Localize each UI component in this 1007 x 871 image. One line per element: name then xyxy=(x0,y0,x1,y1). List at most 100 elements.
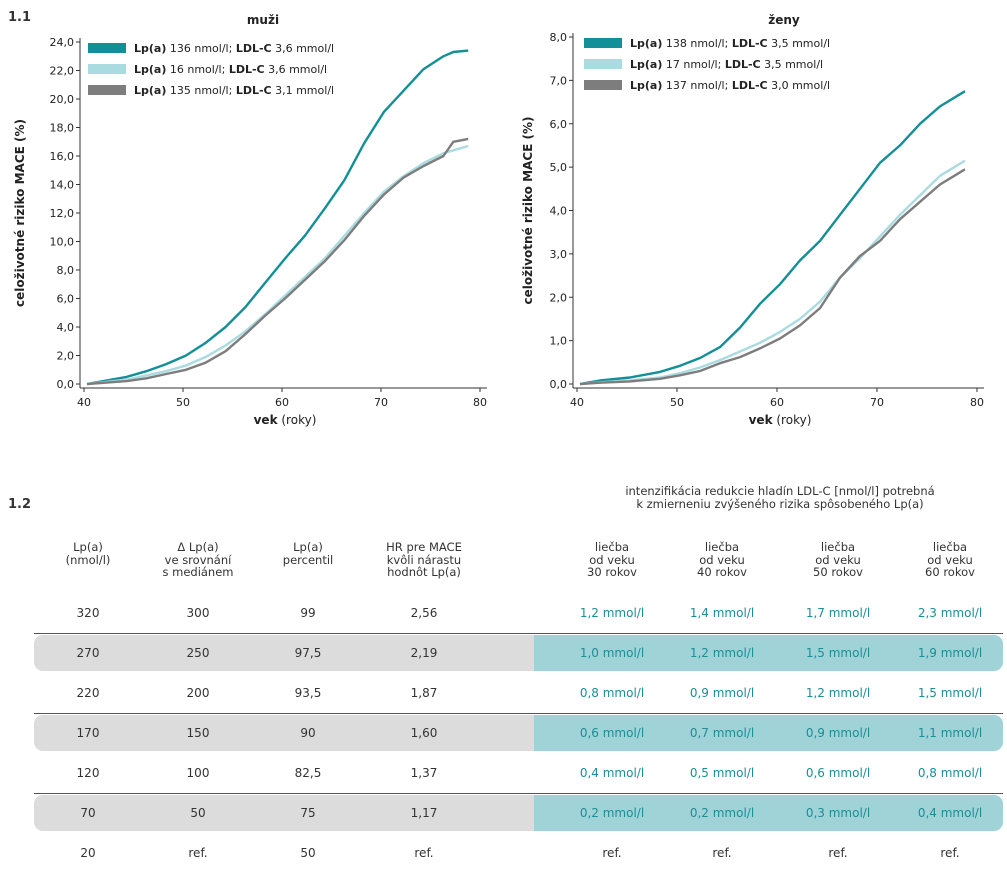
header-line: Δ Lp(a) xyxy=(177,540,219,554)
table-cell: 150 xyxy=(186,726,210,740)
x-tick-label: 40 xyxy=(77,396,91,409)
chart-men: muži 0,0 2,0 4,0 6,0 8,0 10,0 12,0 14,0 16,0 18,0 2… xyxy=(13,13,487,427)
y-tick-label: 4,0 xyxy=(57,321,75,334)
legend-swatch xyxy=(584,59,622,69)
table-caption-line1: intenzifikácia redukcie hladín LDL-C [nm… xyxy=(625,484,935,498)
header-line: od veku xyxy=(589,552,635,567)
chart-title: ženy xyxy=(768,13,800,27)
row-divider xyxy=(34,713,1003,714)
table-cell: 20 xyxy=(80,846,96,860)
table-cell: 1,7 mmol/l xyxy=(805,606,871,620)
table-row: 120 100 82,5 1,37 0,4 mmol/l 0,5 mmol/l 0,6 mm… xyxy=(0,755,1007,791)
series-line-1 xyxy=(579,90,966,386)
legend-entry: Lp(a) 16 nmol/l; LDL-C 3,6 mmol/l xyxy=(134,63,327,76)
legend-swatch xyxy=(584,38,622,48)
table-cell: 0,8 mmol/l xyxy=(917,766,983,780)
table-cell: 0,9 mmol/l xyxy=(689,686,755,700)
table-cell: 270 xyxy=(76,646,100,660)
header-line: Lp(a) xyxy=(293,540,323,554)
y-tick-label: 12,0 xyxy=(50,207,75,220)
header-line: liečba xyxy=(932,540,968,554)
header-line: hodnôt Lp(a) xyxy=(387,565,461,579)
legend-swatch xyxy=(88,85,126,95)
y-tick-label: 20,0 xyxy=(50,93,75,106)
table-cell: 0,4 mmol/l xyxy=(579,766,645,780)
series-line-3 xyxy=(579,168,966,386)
legend-entry: Lp(a) 138 nmol/l; LDL-C 3,5 mmol/l xyxy=(630,37,830,50)
table-row: 70 50 75 1,17 0,2 mmol/l 0,2 mmol/l 0,3 mmol/l… xyxy=(0,795,1007,831)
y-tick-label: 1,0 xyxy=(550,335,568,348)
table-cell: 1,0 mmol/l xyxy=(579,646,645,660)
table-cell: 0,8 mmol/l xyxy=(579,686,645,700)
table-cell: 50 xyxy=(190,806,206,820)
legend-swatch xyxy=(88,43,126,53)
series-line-1 xyxy=(86,49,469,386)
table-cell: 250 xyxy=(186,646,210,660)
table-column-header: liečba od veku 60 rokov xyxy=(890,541,1007,579)
table-cell: 93,5 xyxy=(294,686,322,700)
figure-label-1-1: 1.1 xyxy=(8,10,32,25)
table-cell: 300 xyxy=(186,606,210,620)
table-cell: 70 xyxy=(80,806,96,820)
table-cell: 90 xyxy=(300,726,316,740)
table-column-header: HR pre MACE kvôli nárastu hodnôt Lp(a) xyxy=(364,541,484,579)
header-line: liečba xyxy=(704,540,740,554)
table-cell: 1,2 mmol/l xyxy=(689,646,755,660)
y-tick-label: 18,0 xyxy=(50,122,75,135)
y-tick-label: 14,0 xyxy=(50,179,75,192)
table-cell: 1,4 mmol/l xyxy=(689,606,755,620)
table-cell: 1,87 xyxy=(410,686,438,700)
y-tick-label: 6,0 xyxy=(57,293,75,306)
header-line: (nmol/l) xyxy=(65,552,111,567)
table-cell: 1,37 xyxy=(410,766,438,780)
table-cell: 2,56 xyxy=(410,606,438,620)
table-cell: 97,5 xyxy=(294,646,322,660)
y-tick-label: 22,0 xyxy=(50,65,75,78)
table-row: 220 200 93,5 1,87 0,8 mmol/l 0,9 mmol/l 1,2 mm… xyxy=(0,675,1007,711)
x-axis-label: vek (roky) xyxy=(254,413,317,427)
y-tick-label: 8,0 xyxy=(550,31,568,44)
legend-swatch xyxy=(584,80,622,90)
header-line: od veku xyxy=(815,552,861,567)
table-cell: 1,5 mmol/l xyxy=(805,646,871,660)
table-column-header: Lp(a) percentil xyxy=(248,541,368,566)
header-line: liečba xyxy=(820,540,856,554)
table-cell: 2,3 mmol/l xyxy=(917,606,983,620)
header-line: ve srovnání xyxy=(164,552,232,567)
header-line: liečba xyxy=(594,540,630,554)
x-tick-label: 50 xyxy=(176,396,190,409)
y-tick-label: 8,0 xyxy=(57,264,75,277)
table-cell: ref. xyxy=(712,846,732,860)
header-line: percentil xyxy=(282,552,334,567)
table-cell: 0,7 mmol/l xyxy=(689,726,755,740)
x-tick-label: 70 xyxy=(374,396,388,409)
table-cell: 1,60 xyxy=(410,726,438,740)
y-tick-label: 0,0 xyxy=(550,378,568,391)
header-line: Lp(a) xyxy=(73,540,103,554)
y-tick-label: 0,0 xyxy=(57,378,75,391)
x-tick-label: 60 xyxy=(275,396,289,409)
table-row: 170 150 90 1,60 0,6 mmol/l 0,7 mmol/l 0,9 mmol… xyxy=(0,715,1007,751)
table-cell: 1,9 mmol/l xyxy=(917,646,983,660)
table-caption-line2: k zmierneniu zvýšeného rizika spôsobenéh… xyxy=(636,497,924,511)
table-cell: 120 xyxy=(76,766,100,780)
header-line: 50 rokov xyxy=(813,565,863,579)
table-cell: 75 xyxy=(300,806,316,820)
table-cell: 50 xyxy=(300,846,316,860)
table-cell: ref. xyxy=(940,846,960,860)
x-tick-label: 80 xyxy=(473,396,487,409)
y-axis-label: celoživotné riziko MACE (%) xyxy=(521,117,535,305)
header-line: s mediánem xyxy=(162,565,234,579)
header-line: od veku xyxy=(699,552,745,567)
x-tick-label: 40 xyxy=(570,396,584,409)
table-cell: 1,5 mmol/l xyxy=(917,686,983,700)
table-row: 320 300 99 2,56 1,2 mmol/l 1,4 mmol/l 1,7 mmol… xyxy=(0,595,1007,631)
legend-swatch xyxy=(88,64,126,74)
table-cell: 1,17 xyxy=(410,806,438,820)
row-highlight-left xyxy=(34,715,534,751)
y-tick-label: 24,0 xyxy=(50,36,75,49)
header-line: kvôli nárastu xyxy=(386,552,462,567)
legend-entry: Lp(a) 136 nmol/l; LDL-C 3,6 mmol/l xyxy=(134,42,334,55)
table-column-header: liečba od veku 50 rokov xyxy=(778,541,898,579)
table-row: 270 250 97,5 2,19 1,0 mmol/l 1,2 mmol/l 1,5 mm… xyxy=(0,635,1007,671)
